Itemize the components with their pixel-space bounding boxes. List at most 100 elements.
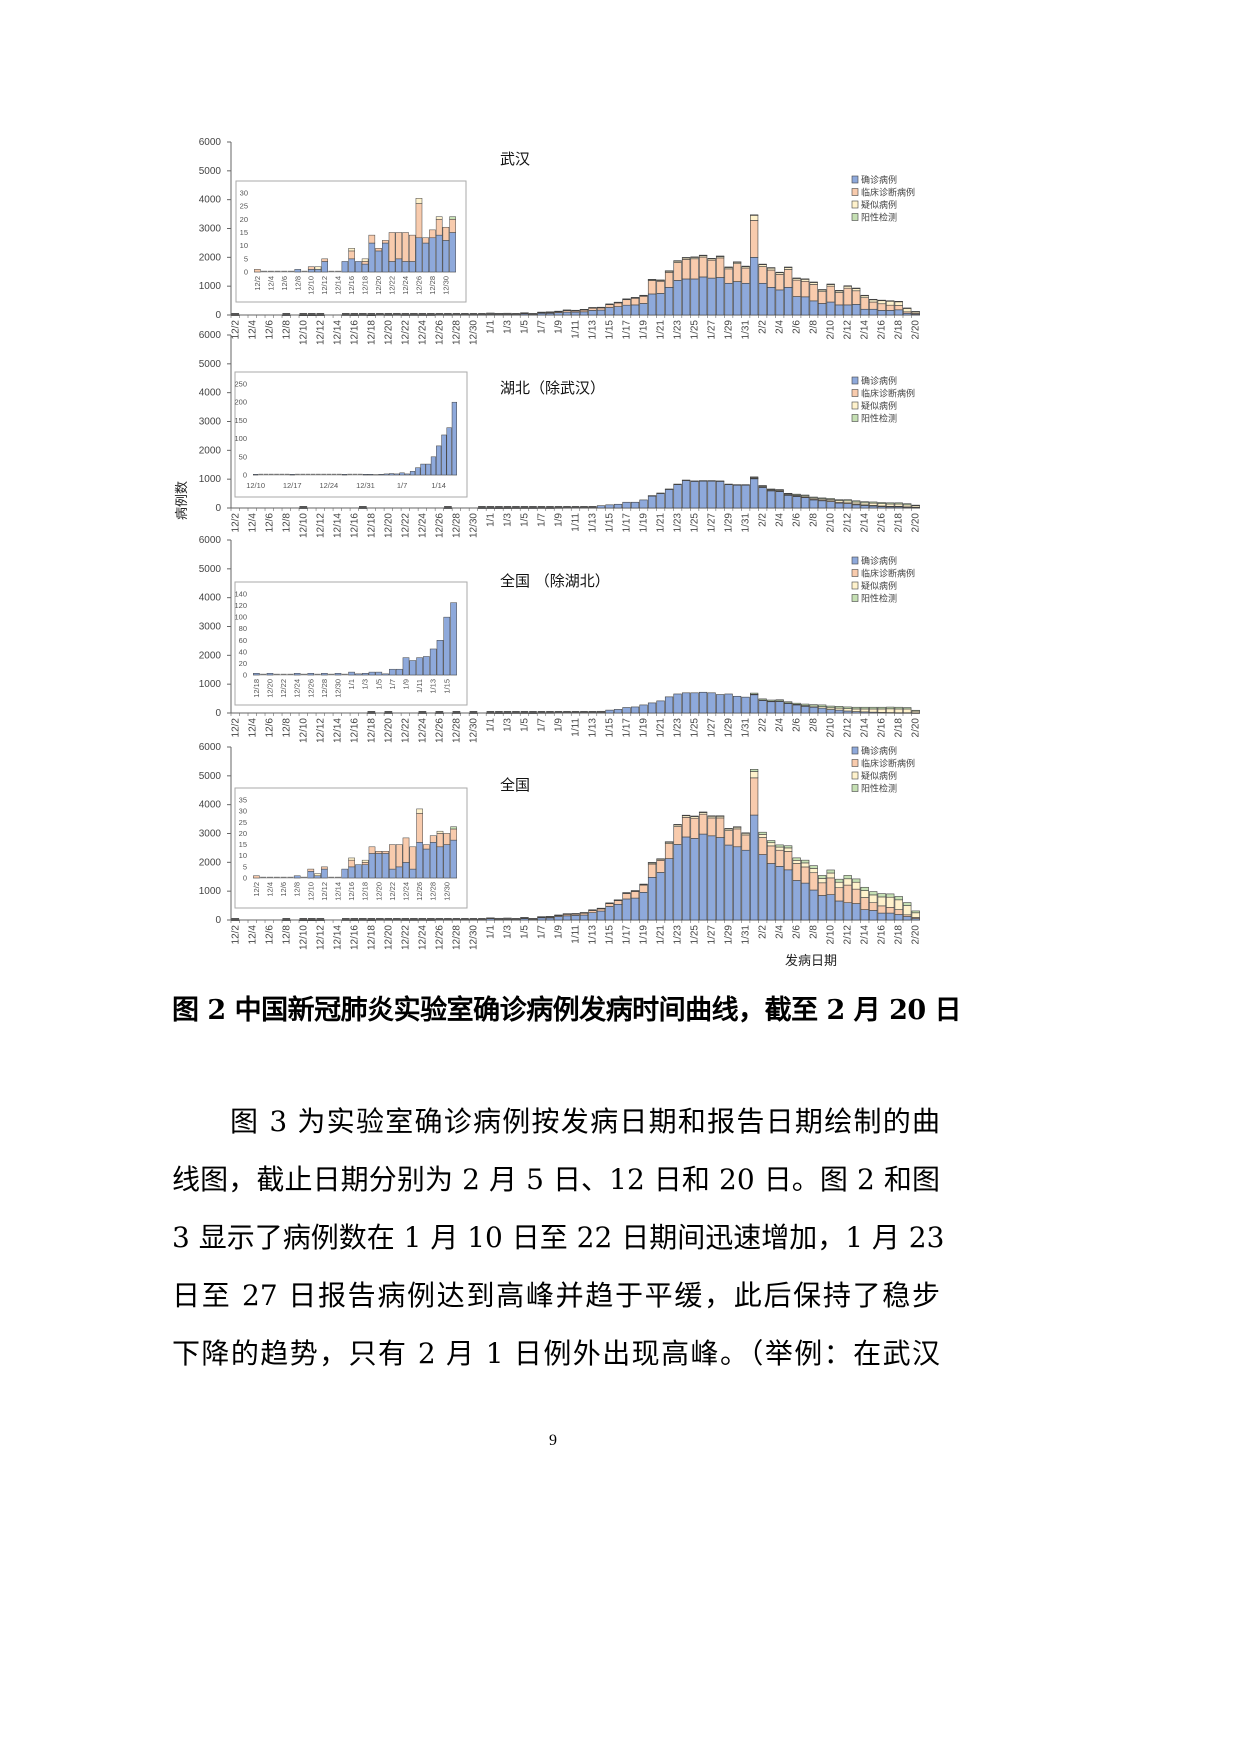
inset-bar-segment — [443, 844, 451, 879]
y-tick-label: 2000 — [199, 857, 222, 868]
inset-bar-segment — [341, 868, 349, 879]
bar-segment — [596, 306, 606, 309]
bar-segment — [750, 694, 759, 714]
inset-bar-segment — [436, 846, 444, 879]
bar-segment — [758, 837, 767, 855]
bar-segment — [715, 694, 725, 714]
bar-segment — [588, 912, 597, 921]
bar-segment — [732, 846, 742, 921]
inset-bar-segment — [289, 474, 295, 476]
inset-bar-segment — [300, 673, 308, 675]
inset-bar-segment — [361, 862, 369, 865]
bar-segment — [690, 480, 699, 482]
x-tick-label: 12/30 — [468, 718, 479, 743]
inset-bar-segment — [341, 261, 349, 273]
bar-segment — [630, 897, 640, 921]
bar-segment — [478, 506, 486, 508]
bar-segment — [732, 695, 742, 714]
inset-bar-segment — [402, 232, 409, 262]
y-tick-label: 2000 — [199, 252, 222, 263]
inset-y-tick-label: 10 — [239, 851, 247, 860]
inset-bar-segment — [294, 269, 302, 273]
x-tick-label: 1/3 — [502, 718, 513, 732]
bar-segment — [342, 313, 350, 315]
bar-segment — [350, 313, 359, 315]
inset-x-tick-label: 12/22 — [388, 276, 397, 295]
bar-segment — [690, 838, 699, 921]
inset-bar-segment — [361, 261, 369, 265]
x-tick-label: 12/18 — [366, 320, 377, 345]
bar-segment — [461, 313, 469, 315]
x-tick-label: 12/8 — [281, 718, 292, 738]
legend-swatch — [851, 581, 859, 590]
bar-segment — [647, 862, 657, 864]
inset-x-tick-label: 12/30 — [441, 276, 450, 295]
inset-bar-segment — [416, 808, 423, 814]
inset-bar-segment — [348, 859, 355, 868]
bar-segment — [809, 281, 818, 283]
x-tick-label: 12/24 — [417, 718, 428, 743]
inset-bar-segment — [429, 237, 436, 273]
inset-y-tick-label: 10 — [240, 241, 248, 250]
bar-segment — [307, 918, 316, 920]
bar-segment — [520, 506, 529, 508]
x-tick-label: 12/28 — [451, 718, 462, 743]
x-tick-label: 1/27 — [707, 320, 718, 340]
figure-2-epicurves: 武汉 湖北（除武汉） 全国 （除湖北） 全国 病例数 发病日期 01000200… — [175, 137, 922, 969]
bar-segment — [877, 706, 886, 710]
x-tick-label: 2/6 — [792, 513, 803, 527]
x-tick-label: 1/31 — [741, 513, 752, 533]
inset-bar-segment — [253, 673, 260, 676]
inset-bar-segment — [307, 266, 315, 270]
bar-segment — [860, 502, 869, 506]
x-tick-label: 1/17 — [622, 925, 633, 945]
x-tick-label: 1/23 — [673, 513, 684, 533]
bar-segment — [741, 265, 750, 268]
x-tick-label: 2/6 — [792, 925, 803, 939]
legend-label: 确诊病例 — [861, 375, 897, 387]
bar-segment — [869, 891, 878, 896]
bar-segment — [852, 500, 861, 503]
bar-segment — [579, 309, 589, 311]
inset-bar-segment — [388, 261, 396, 273]
bar-segment — [546, 711, 554, 713]
x-tick-label: 12/16 — [349, 513, 360, 538]
bar-segment — [843, 285, 852, 287]
bar-segment — [835, 292, 844, 306]
bar-segment — [775, 489, 784, 491]
inset-bar-segment — [395, 232, 403, 260]
bar-segment — [835, 900, 844, 921]
x-tick-label: 1/31 — [741, 718, 752, 738]
bar-segment — [732, 484, 742, 509]
bar-segment — [886, 502, 895, 505]
inset-bar-segment — [423, 848, 430, 879]
bar-segment — [469, 711, 478, 713]
inset-bar-segment — [443, 616, 451, 676]
bar-segment — [596, 907, 606, 910]
inset-bar-segment — [268, 473, 274, 475]
y-tick-label: 3000 — [199, 224, 222, 235]
bar-segment — [503, 507, 512, 509]
bar-segment — [367, 712, 376, 714]
inset-bar-segment — [321, 258, 328, 262]
inset-x-tick-label: 12/2 — [253, 276, 262, 291]
bar-segment — [639, 883, 648, 886]
inset-bar-segment — [307, 868, 315, 872]
inset-x-tick-label: 12/14 — [334, 882, 343, 901]
bar-segment — [886, 304, 895, 311]
bar-segment — [741, 834, 750, 851]
inset-x-tick-label: 12/12 — [320, 276, 329, 295]
bar-segment — [852, 881, 861, 890]
bar-segment — [715, 255, 725, 257]
inset-x-tick-label: 12/14 — [334, 276, 343, 295]
bar-segment — [588, 711, 597, 713]
inset-bar-segment — [361, 859, 369, 863]
legend-label: 临床诊断病例 — [861, 758, 915, 770]
legend-swatch — [851, 401, 859, 410]
bar-segment — [826, 498, 835, 500]
bar-segment — [613, 900, 623, 905]
bar-segment — [741, 267, 750, 284]
inset-bar-segment — [355, 864, 362, 879]
bar-segment — [681, 480, 691, 509]
